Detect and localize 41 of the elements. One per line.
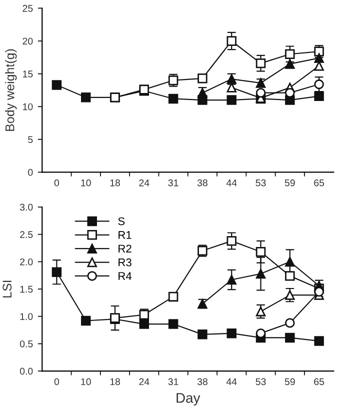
y-tick-label: 0.0 bbox=[20, 368, 33, 375]
x-tick-label: 65 bbox=[314, 378, 324, 386]
x-tick-label: 24 bbox=[139, 179, 150, 186]
y-tick-label: 2.0 bbox=[20, 258, 33, 266]
y-tick-label: 15 bbox=[23, 70, 33, 78]
x-tick-label: 10 bbox=[81, 179, 91, 186]
x-tick-label: 31 bbox=[168, 179, 178, 186]
x-tick-label: 24 bbox=[139, 378, 150, 386]
y-tick-label: 1.5 bbox=[20, 286, 33, 293]
y-tick-label: 5 bbox=[28, 136, 33, 144]
y-axis-title: LSI bbox=[2, 280, 12, 298]
legend-label: S bbox=[118, 217, 125, 226]
x-tick-label: 44 bbox=[226, 180, 237, 186]
y-tick-label: 1.0 bbox=[20, 313, 33, 320]
y-tick-label: 10 bbox=[23, 103, 33, 110]
x-tick-label: 59 bbox=[284, 378, 295, 386]
y-tick-label: 20 bbox=[22, 38, 33, 45]
x-tick-label: 65 bbox=[314, 179, 324, 186]
y-tick-label: 0.5 bbox=[20, 340, 33, 348]
x-tick-label: 53 bbox=[256, 179, 266, 186]
x-tick-label: 0 bbox=[54, 378, 60, 386]
x-tick-label: 44 bbox=[226, 378, 237, 386]
x-tick-label: 0 bbox=[54, 179, 60, 186]
x-tick-label: 18 bbox=[110, 378, 120, 386]
x-tick-label: 31 bbox=[168, 378, 178, 386]
y-tick-label: 0 bbox=[28, 168, 33, 176]
x-tick-label: 59 bbox=[284, 179, 295, 186]
x-tick-label: 38 bbox=[197, 378, 208, 386]
y-tick-label: 3.0 bbox=[20, 204, 33, 211]
x-tick-label: 38 bbox=[197, 179, 208, 186]
x-tick-label: 18 bbox=[110, 179, 120, 186]
legend-label: R4 bbox=[118, 272, 132, 280]
y-tick-label: 25 bbox=[22, 4, 33, 12]
x-tick-label: 10 bbox=[81, 378, 91, 386]
x-axis-title: Day bbox=[176, 393, 200, 406]
legend-label: R1 bbox=[118, 231, 132, 239]
legend-label: R3 bbox=[118, 258, 132, 266]
legend-label: R2 bbox=[118, 244, 132, 252]
y-tick-label: 2.5 bbox=[20, 231, 33, 238]
y-axis-title: Body weight(g) bbox=[5, 49, 17, 131]
x-tick-label: 53 bbox=[256, 378, 266, 386]
